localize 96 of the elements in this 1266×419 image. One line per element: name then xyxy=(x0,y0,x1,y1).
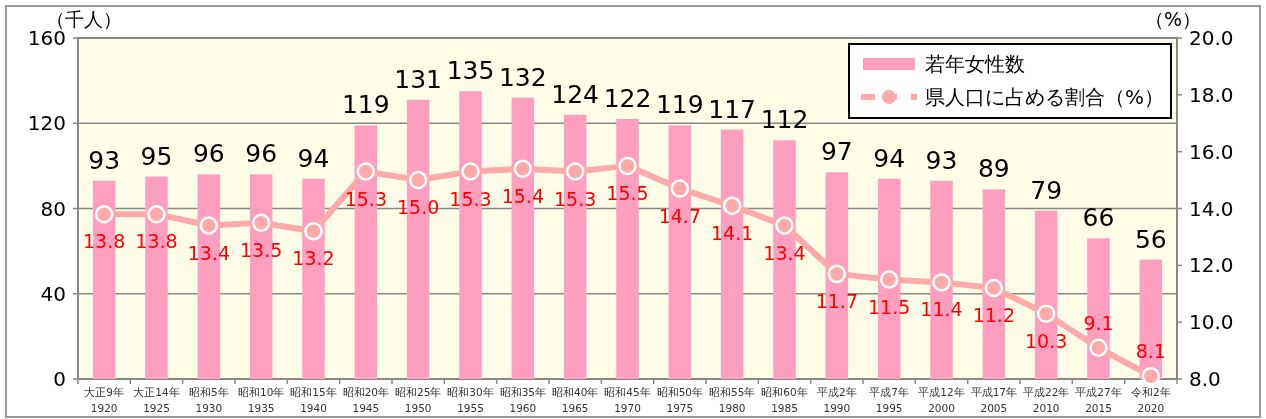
data-label: 13.4 xyxy=(187,241,230,264)
point xyxy=(984,278,1004,298)
data-label: 15.5 xyxy=(606,181,649,204)
point xyxy=(618,156,637,176)
x-tick-label: 昭和60年 1985 xyxy=(761,386,808,414)
y-tick-label: 120 xyxy=(27,111,66,136)
data-label: 15.0 xyxy=(397,196,440,219)
data-label: 15.3 xyxy=(344,187,387,210)
point xyxy=(513,159,533,178)
data-label: 122 xyxy=(603,83,652,113)
x-tick-label: 昭和10年 1935 xyxy=(237,386,285,414)
y-tick-label: 0 xyxy=(53,367,66,391)
data-label: 89 xyxy=(977,154,1010,184)
data-label: 97 xyxy=(820,137,853,167)
x-tick-label: 平成7年 1995 xyxy=(869,386,910,414)
data-label: 13.8 xyxy=(83,230,126,253)
data-label: 95 xyxy=(140,141,173,171)
point xyxy=(932,273,951,292)
data-label: 14.7 xyxy=(658,204,701,227)
data-label: 131 xyxy=(394,64,443,94)
data-label: 79 xyxy=(1030,175,1063,205)
x-tick-label: 昭和55年 1980 xyxy=(708,386,756,414)
data-label: 112 xyxy=(760,105,809,135)
legend-label: 若年女性数 xyxy=(925,52,1025,76)
data-label: 10.3 xyxy=(1025,329,1068,352)
data-label: 11.2 xyxy=(972,304,1015,327)
y2-tick-label: 8.0 xyxy=(1189,367,1221,391)
x-tick-label: 昭和30年 1955 xyxy=(447,386,494,414)
data-label: 135 xyxy=(446,56,495,86)
x-tick-label: 昭和35年 1960 xyxy=(499,386,547,414)
point xyxy=(1089,338,1108,357)
data-label: 66 xyxy=(1082,203,1115,233)
legend-label: 県人口に占める割合（%） xyxy=(925,85,1165,109)
x-tick-label: 昭和5年 1930 xyxy=(188,386,229,414)
data-label: 9.1 xyxy=(1083,311,1114,334)
data-label: 119 xyxy=(341,90,390,120)
data-label: 94 xyxy=(873,143,906,173)
point xyxy=(827,264,847,284)
x-tick-label: 大正9年 1920 xyxy=(84,386,125,414)
point xyxy=(775,216,794,235)
x-tick-label: 昭和40年 1965 xyxy=(551,386,599,414)
point xyxy=(94,204,114,224)
data-label: 11.7 xyxy=(815,289,858,312)
data-label: 8.1 xyxy=(1135,340,1166,363)
data-label: 13.2 xyxy=(292,247,335,270)
data-label: 15.4 xyxy=(501,184,544,207)
data-label: 93 xyxy=(88,145,121,175)
y2-tick-label: 16.0 xyxy=(1189,139,1234,164)
x-tick-label: 平成22年 2010 xyxy=(1022,386,1070,414)
y2-tick-label: 12.0 xyxy=(1189,253,1234,278)
data-label: 15.3 xyxy=(554,187,597,210)
data-label: 11.4 xyxy=(920,298,963,321)
x-tick-label: 大正14年 1925 xyxy=(133,386,180,414)
x-tick-label: 昭和20年 1945 xyxy=(342,386,390,414)
data-label: 93 xyxy=(925,145,958,175)
data-label: 119 xyxy=(655,90,704,120)
y2-tick-label: 10.0 xyxy=(1189,310,1234,335)
point xyxy=(565,162,585,181)
x-tick-label: 平成17年 2005 xyxy=(970,386,1018,414)
data-label: 13.8 xyxy=(135,230,178,253)
data-label: 14.1 xyxy=(711,221,754,244)
data-label: 13.4 xyxy=(763,241,806,264)
point xyxy=(1036,304,1056,323)
x-tick-label: 昭和15年 1940 xyxy=(290,386,337,414)
x-tick-label: 昭和45年 1970 xyxy=(604,386,651,414)
data-label: 117 xyxy=(708,94,757,124)
x-tick-label: 令和2年 2020 xyxy=(1130,386,1171,414)
x-tick-label: 昭和50年 1975 xyxy=(656,386,704,414)
point xyxy=(147,204,166,224)
y-tick-label: 80 xyxy=(40,196,66,221)
point xyxy=(408,170,428,190)
data-label: 94 xyxy=(297,143,330,173)
point xyxy=(1141,366,1161,386)
data-label: 56 xyxy=(1134,224,1167,254)
data-label: 96 xyxy=(192,139,225,169)
y-tick-label: 40 xyxy=(40,281,66,306)
x-tick-label: 平成27年 2015 xyxy=(1075,386,1122,414)
data-label: 11.5 xyxy=(868,295,911,318)
point xyxy=(356,162,376,181)
point xyxy=(670,179,690,198)
x-tick-label: 昭和25年 1950 xyxy=(394,386,442,414)
data-label: 13.5 xyxy=(240,238,283,261)
point xyxy=(722,196,742,215)
point xyxy=(304,221,323,241)
point xyxy=(199,216,219,235)
y2-tick-label: 14.0 xyxy=(1189,196,1234,221)
point xyxy=(461,162,480,181)
data-label: 124 xyxy=(551,79,600,109)
data-label: 15.3 xyxy=(449,187,492,210)
x-tick-label: 平成12年 2000 xyxy=(918,386,965,414)
data-label: 96 xyxy=(245,139,278,169)
x-tick-label: 平成2年 1990 xyxy=(816,386,857,414)
point xyxy=(251,213,271,232)
y2-tick-label: 18.0 xyxy=(1189,82,1234,107)
point xyxy=(879,270,899,289)
data-label: 132 xyxy=(498,62,547,92)
